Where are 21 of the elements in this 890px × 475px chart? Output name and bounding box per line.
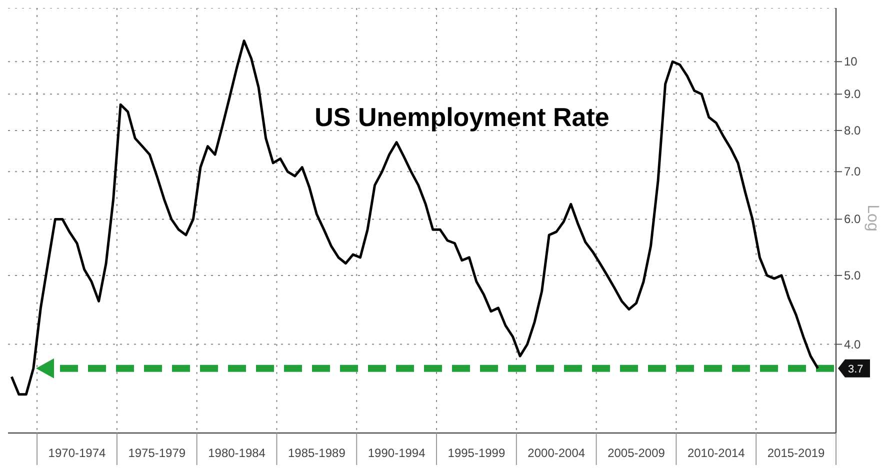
x-tick-label: 2015-2019 bbox=[767, 446, 826, 460]
y-tick-label: 7.0 bbox=[844, 164, 862, 179]
x-tick-label: 1990-1994 bbox=[368, 446, 426, 460]
line-series bbox=[10, 40, 820, 396]
y-tick-label: 8.0 bbox=[844, 123, 862, 138]
text: US Unemployment Rate bbox=[314, 102, 610, 132]
y-tick-label: 6.0 bbox=[844, 212, 862, 226]
x-tick-label: 1970-1974 bbox=[48, 446, 106, 460]
x-tick-label: 2000-2004 bbox=[528, 446, 586, 460]
y-tick-label: 4.0 bbox=[844, 337, 862, 352]
y-tick-label: 5.0 bbox=[844, 268, 862, 282]
y-axis-title: Log bbox=[864, 204, 881, 232]
y-tick-label: 9.0 bbox=[844, 87, 862, 102]
x-tick-label: 1975-1979 bbox=[128, 446, 186, 460]
y-tick-label: 10 bbox=[844, 54, 858, 69]
x-tick-label: 1995-1999 bbox=[448, 446, 506, 460]
x-tick-label: 2005-2009 bbox=[608, 446, 666, 460]
ref-line-label: 3.7 bbox=[848, 363, 864, 376]
x-tick-label: 2010-2014 bbox=[687, 446, 746, 460]
x-tick-label: 1980-1984 bbox=[208, 446, 266, 460]
x-tick-label: 1985-1989 bbox=[288, 446, 346, 460]
